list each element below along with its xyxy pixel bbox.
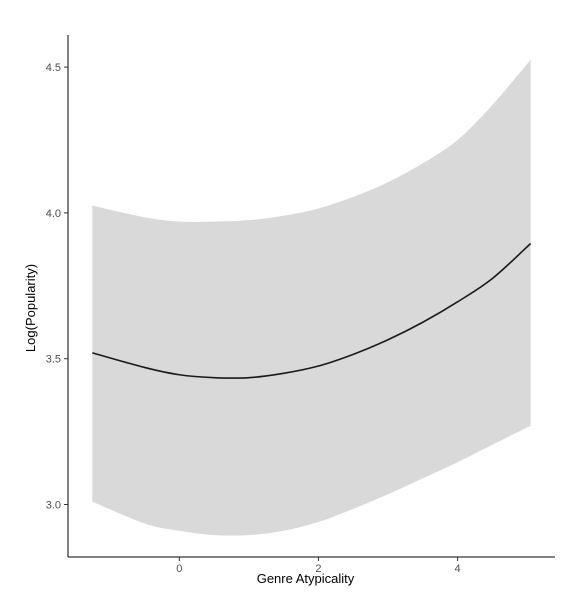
x-tick-label: 2: [315, 563, 321, 575]
series-line: [92, 242, 532, 379]
y-tick-label: 3.5: [46, 354, 61, 366]
axes: 3.0 3.5 4.0 4.5 0 2 4: [46, 35, 555, 575]
y-tick-label: 4.0: [46, 208, 61, 220]
x-tick-label: 0: [176, 563, 182, 575]
x-axis-title: Genre Atypicality: [257, 571, 355, 586]
confidence-band: [92, 59, 531, 536]
y-tick-label: 3.0: [46, 500, 61, 512]
y-axis-title: Log(Popularity): [23, 264, 38, 352]
x-tick-label: 4: [455, 563, 461, 575]
plot-area: [92, 59, 532, 536]
y-tick-label: 4.5: [46, 62, 61, 74]
